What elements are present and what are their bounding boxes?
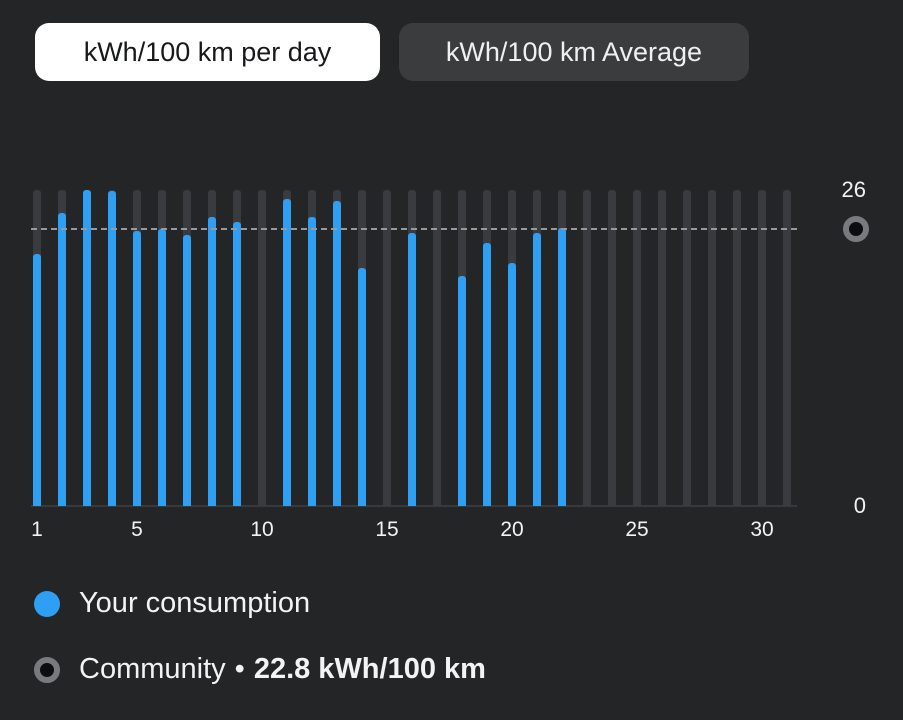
consumption-bar-day-5[interactable] — [133, 231, 141, 506]
day-track-bar — [708, 190, 716, 506]
day-track-bar — [608, 190, 616, 506]
consumption-bar-day-3[interactable] — [83, 190, 91, 506]
day-track-bar — [683, 190, 691, 506]
day-track-bar — [383, 190, 391, 506]
x-tick-label: 5 — [131, 518, 143, 541]
consumption-bar-day-1[interactable] — [33, 254, 41, 506]
consumption-bar-day-20[interactable] — [508, 262, 516, 506]
consumption-bar-day-12[interactable] — [308, 216, 316, 506]
day-track-bar — [783, 190, 791, 506]
consumption-bar-day-14[interactable] — [358, 267, 366, 506]
day-track-bar — [733, 190, 741, 506]
day-track-bar — [583, 190, 591, 506]
tab-kwh-per-day[interactable]: kWh/100 km per day — [35, 23, 380, 81]
x-tick-label: 10 — [250, 518, 274, 541]
unit-tabs: kWh/100 km per day kWh/100 km Average — [35, 23, 749, 81]
legend-your-consumption: Your consumption — [34, 587, 310, 620]
legend-community-label: Community • 22.8 kWh/100 km — [79, 653, 486, 686]
consumption-bar-day-22[interactable] — [558, 227, 566, 506]
x-tick-label: 1 — [31, 518, 43, 541]
consumption-bar-day-13[interactable] — [333, 200, 341, 506]
x-axis-baseline — [31, 505, 797, 507]
consumption-bar-day-7[interactable] — [183, 234, 191, 506]
consumption-bar-day-8[interactable] — [208, 216, 216, 506]
x-tick-label: 15 — [375, 518, 399, 541]
consumption-bar-day-21[interactable] — [533, 232, 541, 506]
community-average-line — [31, 227, 797, 230]
day-track-bar — [758, 190, 766, 506]
legend-community-value: 22.8 kWh/100 km — [253, 653, 486, 685]
tab-kwh-average[interactable]: kWh/100 km Average — [399, 23, 749, 81]
day-track-bar — [258, 190, 266, 506]
community-ring-icon — [34, 656, 60, 683]
y-tick-label: 26 — [841, 177, 866, 202]
consumption-bar-day-18[interactable] — [458, 276, 466, 506]
community-average-marker-icon — [843, 215, 869, 242]
x-tick-label: 25 — [625, 518, 649, 541]
consumption-bar-day-9[interactable] — [233, 221, 241, 506]
y-tick-label: 0 — [853, 493, 866, 518]
consumption-bar-day-16[interactable] — [408, 232, 416, 506]
consumption-bar-day-11[interactable] — [283, 198, 291, 506]
legend-community: Community • 22.8 kWh/100 km — [34, 653, 486, 686]
x-tick-label: 30 — [750, 518, 774, 541]
day-track-bar — [433, 190, 441, 506]
your-consumption-dot-icon — [34, 590, 60, 617]
consumption-bar-day-4[interactable] — [108, 191, 116, 506]
legend-separator: • — [234, 653, 245, 685]
day-track-bar — [633, 190, 641, 506]
day-track-bar — [658, 190, 666, 506]
consumption-bar-day-2[interactable] — [58, 213, 66, 506]
legend-your-consumption-label: Your consumption — [79, 587, 311, 619]
consumption-bar-day-19[interactable] — [483, 243, 491, 506]
legend-community-name: Community — [79, 653, 226, 685]
x-tick-label: 20 — [500, 518, 524, 541]
consumption-bar-day-6[interactable] — [158, 228, 166, 506]
